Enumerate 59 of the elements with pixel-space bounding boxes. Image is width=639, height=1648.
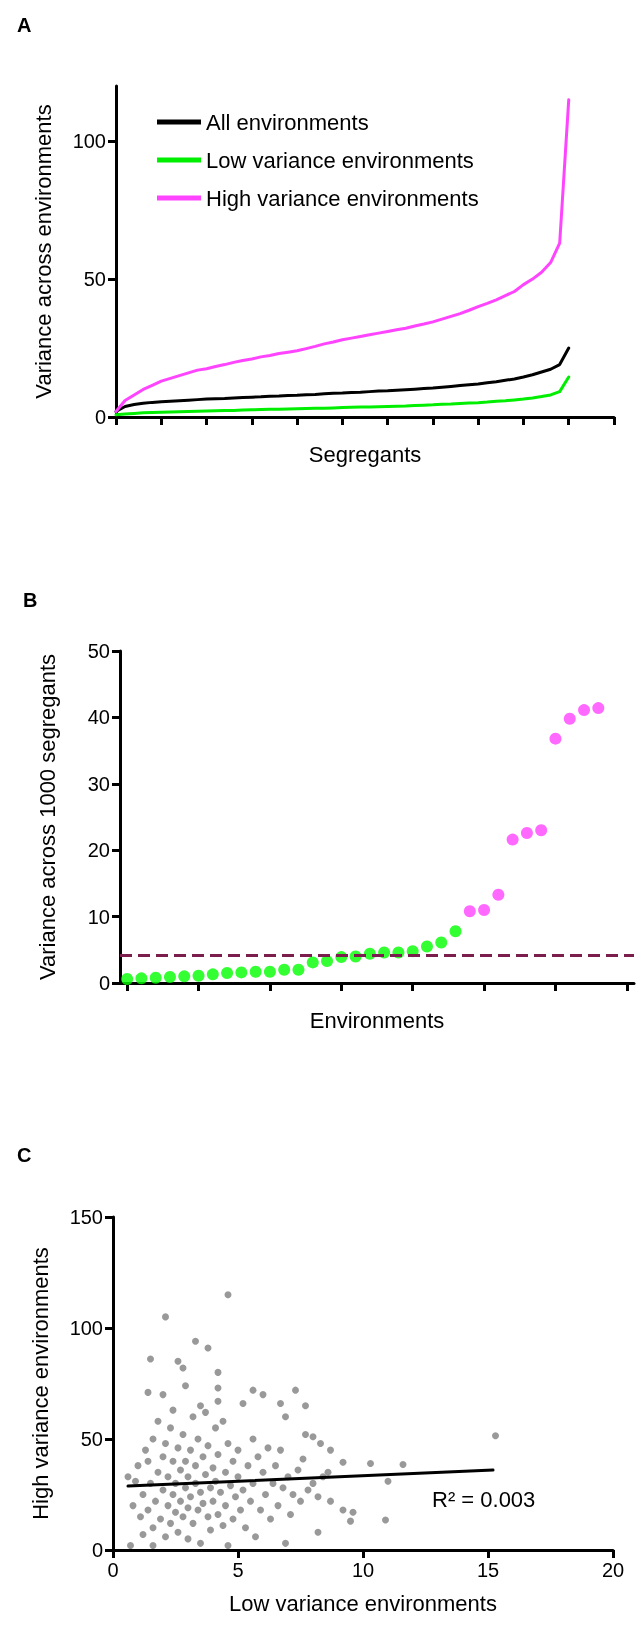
x-axis-title: Low variance environments [229, 1590, 497, 1616]
y-tick-label: 100 [72, 130, 106, 153]
y-axis-title: Variance across 1000 segregants [34, 653, 60, 981]
legend-label: High variance environments [206, 185, 479, 211]
x-tick-label: 5 [232, 1559, 244, 1581]
legend-label: Low variance environments [206, 147, 474, 173]
point [192, 969, 205, 982]
point [435, 936, 448, 949]
point [235, 966, 248, 979]
y-tick-label: 50 [83, 268, 106, 291]
point [563, 712, 576, 725]
y-tick-label: 40 [87, 706, 110, 729]
y-axis-title: High variance environments [27, 1247, 53, 1520]
point [221, 967, 234, 980]
point [163, 971, 176, 984]
chart-title: A [17, 14, 32, 36]
y-tick-label: 100 [69, 1317, 103, 1339]
y-tick-label: 0 [98, 972, 110, 994]
point [263, 965, 276, 978]
point [206, 968, 219, 981]
point [178, 970, 191, 983]
point [592, 702, 605, 715]
point [549, 732, 562, 745]
chart-title: C [17, 1144, 32, 1166]
line-series [114, 375, 571, 417]
point [149, 971, 162, 984]
point [478, 903, 491, 916]
point [292, 963, 305, 976]
x-tick-label: 15 [476, 1559, 500, 1581]
point [249, 965, 262, 978]
x-axis-title: Environments [309, 1007, 445, 1033]
point [278, 963, 291, 976]
point [578, 704, 591, 717]
point [463, 905, 476, 918]
point [492, 888, 505, 901]
point [535, 824, 548, 837]
y-tick-label: 50 [87, 640, 110, 662]
y-tick-label: 150 [69, 1206, 103, 1228]
x-tick-label: 10 [351, 1559, 375, 1581]
point [135, 972, 148, 985]
legend-label: All environments [206, 109, 369, 135]
annotation: R² = 0.003 [432, 1486, 536, 1512]
chart-title: B [23, 589, 38, 611]
y-axis-title: Variance across environments [30, 104, 56, 399]
y-tick-label: 30 [87, 772, 110, 795]
point [121, 973, 134, 986]
point [420, 940, 433, 953]
point [520, 826, 533, 839]
point [306, 956, 319, 969]
y-tick-label: 0 [91, 1539, 103, 1561]
x-tick-label: 20 [601, 1559, 625, 1581]
y-tick-label: 10 [87, 905, 110, 928]
y-tick-label: 20 [87, 839, 110, 862]
line-series [114, 98, 571, 413]
point [506, 833, 519, 846]
y-tick-label: 50 [80, 1428, 103, 1450]
point [449, 925, 462, 938]
y-tick-label: 0 [94, 406, 106, 428]
x-axis-title: Segregants [308, 441, 422, 467]
